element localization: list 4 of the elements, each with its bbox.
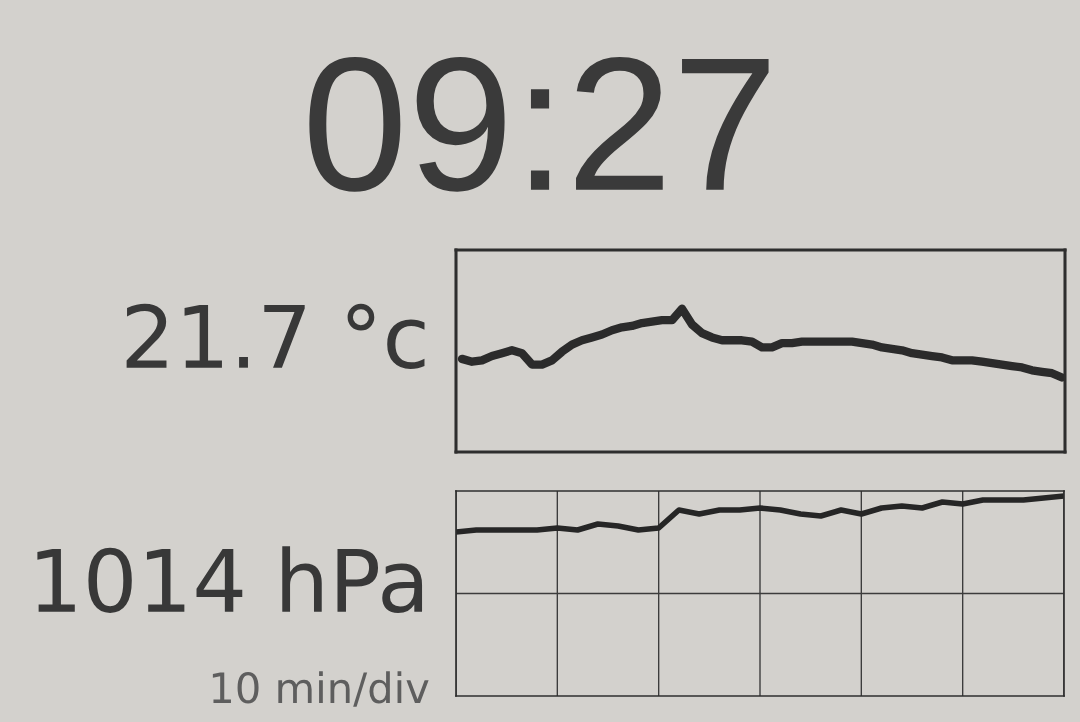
y-axis-title: 21.7 °c	[126, 303, 425, 369]
text: 09:27	[309, 56, 769, 192]
text: 10 min/div	[212, 671, 429, 707]
y-axis-title: 1014 hPa	[37, 546, 423, 613]
